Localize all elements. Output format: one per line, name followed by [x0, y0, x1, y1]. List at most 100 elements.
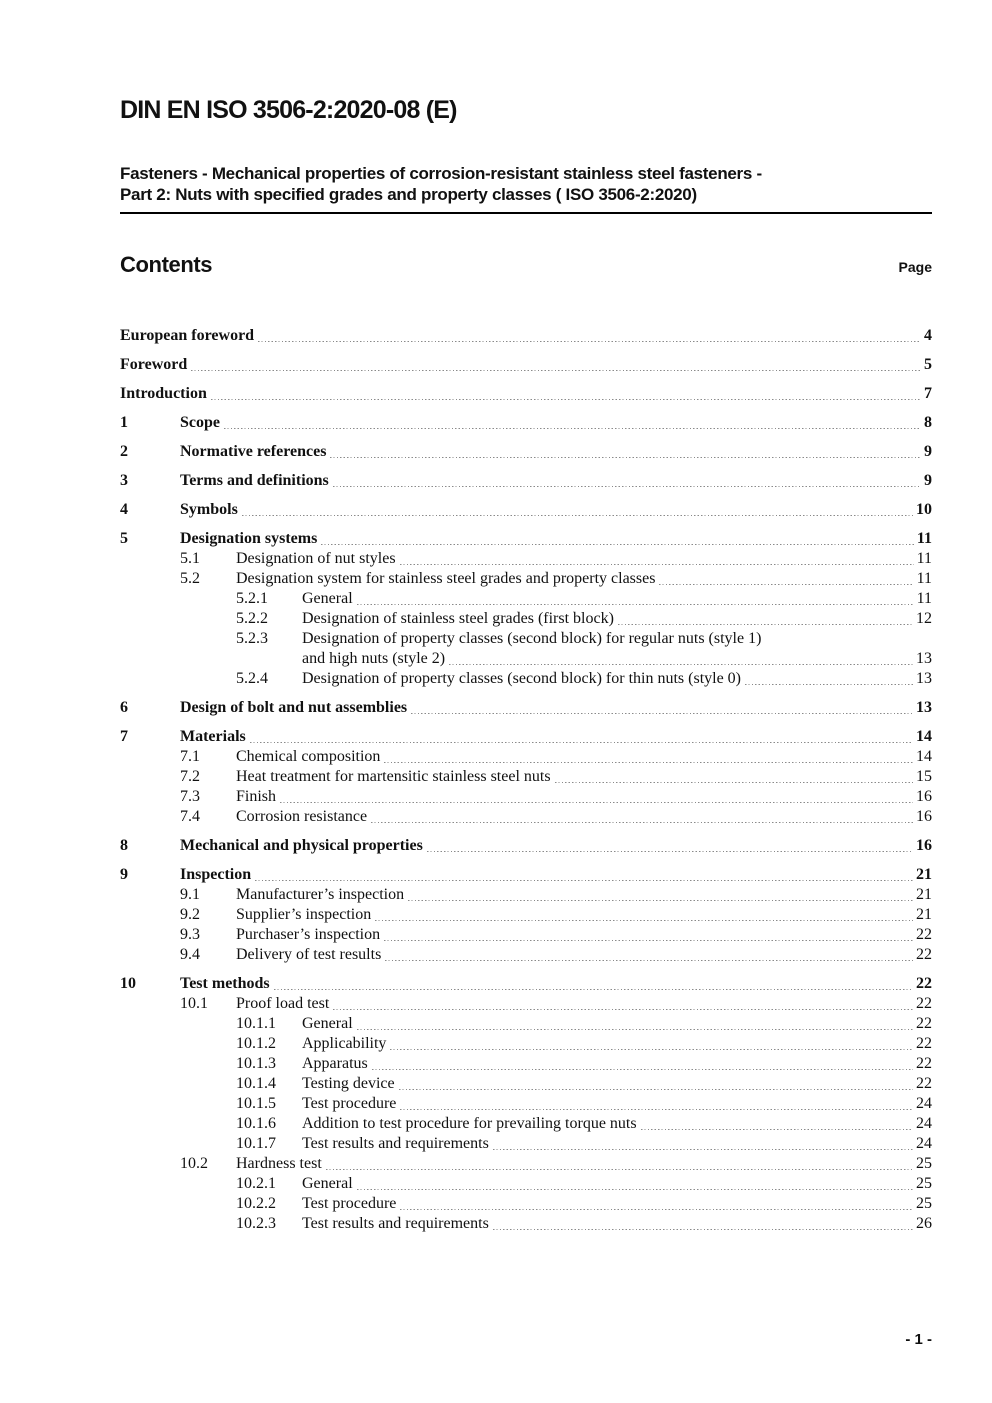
- toc-leader-dots: [492, 1228, 913, 1231]
- toc-entry-title: Heat treatment for martensitic stainless…: [236, 768, 551, 786]
- toc-entry-page: 11: [916, 570, 932, 588]
- toc-entry: European foreword 4: [120, 326, 932, 346]
- document-code-title: DIN EN ISO 3506-2:2020-08 (E): [120, 96, 457, 124]
- toc-entry-number: 10.1.1: [236, 1015, 276, 1033]
- toc-entry-number: 2: [120, 443, 128, 461]
- toc-leader-dots: [400, 1208, 913, 1211]
- toc-entry-title: Mechanical and physical properties: [180, 837, 423, 855]
- toc-entry: 5.2.3 Designation of property classes (se…: [120, 629, 932, 649]
- toc-entry-number: 10.2.1: [236, 1175, 276, 1193]
- toc-entry-number: 6: [120, 699, 128, 717]
- toc-entry: 4 Symbols 10: [120, 500, 932, 520]
- toc-entry: 1 Scope 8: [120, 413, 932, 433]
- toc-entry-title: Purchaser’s inspection: [236, 926, 381, 944]
- toc-leader-dots: [426, 850, 913, 853]
- toc-entry: 10.1.3 Apparatus 22: [120, 1054, 932, 1074]
- toc-entry-page: 22: [916, 995, 932, 1013]
- toc-entry-number: 5.2: [180, 570, 200, 588]
- toc-entry: 10.1.7 Test results and requirements 24: [120, 1134, 932, 1154]
- toc-leader-dots: [384, 761, 913, 764]
- toc-leader-dots: [273, 988, 913, 991]
- toc-entry: Introduction 7: [120, 384, 932, 404]
- toc-entry-title: Designation of stainless steel grades (f…: [302, 610, 614, 628]
- toc-leader-dots: [390, 1048, 913, 1051]
- toc-entry: 5 Designation systems 11: [120, 529, 932, 549]
- toc-entry: 10.2 Hardness test 25: [120, 1154, 932, 1174]
- toc-entry-title: Test procedure: [302, 1195, 397, 1213]
- toc-entry-page: 11: [916, 550, 932, 568]
- toc-entry-number: 10.1.7: [236, 1135, 276, 1153]
- toc-leader-dots: [255, 879, 913, 882]
- toc-leader-dots: [640, 1128, 913, 1131]
- toc-entry-page: 11: [916, 590, 932, 608]
- toc-leader-dots: [280, 801, 913, 804]
- toc-entry-title: Test procedure: [302, 1095, 397, 1113]
- toc-entry-page: 25: [916, 1175, 932, 1193]
- toc-entry: 7.2 Heat treatment for martensitic stainl…: [120, 767, 932, 787]
- toc-entry-page: 5: [924, 356, 932, 374]
- toc-entry-number: 10.2.3: [236, 1215, 276, 1233]
- toc-entry: 9.3 Purchaser’s inspection 22: [120, 925, 932, 945]
- toc-entry-number: 1: [120, 414, 128, 432]
- toc-entry-page: 9: [924, 472, 932, 490]
- toc-entry-page: 7: [924, 385, 932, 403]
- toc-leader-dots: [321, 543, 914, 546]
- toc-entry-page: 16: [916, 837, 932, 855]
- toc-entry: 7 Materials 14: [120, 727, 932, 747]
- toc-entry: 10.1.1 General 22: [120, 1014, 932, 1034]
- toc-leader-dots: [371, 1068, 913, 1071]
- toc-entry-title: Terms and definitions: [180, 472, 329, 490]
- toc-entry-title: Inspection: [180, 866, 252, 884]
- toc-entry-number: 10: [120, 975, 136, 993]
- toc-entry-title: Delivery of test results: [236, 946, 382, 964]
- toc-entry-title: Manufacturer’s inspection: [236, 886, 405, 904]
- toc-leader-dots: [411, 712, 913, 715]
- toc-entry-title: Designation of property classes (second …: [302, 630, 762, 648]
- toc-entry-title: Foreword: [120, 356, 188, 374]
- toc-entry-page: 21: [916, 866, 932, 884]
- toc-entry: 10.2.1 General 25: [120, 1174, 932, 1194]
- toc-entry-page: 15: [916, 768, 932, 786]
- toc-entry-page: 14: [916, 748, 932, 766]
- toc-entry-title: Designation of property classes (second …: [302, 670, 742, 688]
- toc-entry-number: 7: [120, 728, 128, 746]
- toc-entry-page: 22: [916, 1075, 932, 1093]
- toc-entry-page: 26: [916, 1215, 932, 1233]
- toc-leader-dots: [659, 583, 914, 586]
- toc-entry-number: 4: [120, 501, 128, 519]
- toc-entry-title: and high nuts (style 2): [302, 650, 446, 668]
- toc-entry-title: Designation system for stainless steel g…: [236, 570, 656, 588]
- toc-entry: 10.1.6 Addition to test procedure for pre…: [120, 1114, 932, 1134]
- toc-entry-number: 5.2.3: [236, 630, 268, 648]
- toc-entry-page: 14: [916, 728, 932, 746]
- toc-entry-continuation: and high nuts (style 2) 13: [120, 649, 932, 669]
- toc-entry-number: 10.2: [180, 1155, 208, 1173]
- toc-entry-page: 8: [924, 414, 932, 432]
- toc-entry-title: General: [302, 1015, 353, 1033]
- toc-entry: 10.1.2 Applicability 22: [120, 1034, 932, 1054]
- toc-entry-page: 21: [916, 886, 932, 904]
- toc-entry: 10.1.4 Testing device 22: [120, 1074, 932, 1094]
- toc-entry-number: 7.1: [180, 748, 200, 766]
- toc-entry-title: Scope: [180, 414, 220, 432]
- toc-entry-title: Test results and requirements: [302, 1215, 489, 1233]
- toc-entry-title: Finish: [236, 788, 277, 806]
- toc-entry-page: 24: [916, 1095, 932, 1113]
- toc-entry-page: 22: [916, 975, 932, 993]
- toc-leader-dots: [385, 959, 913, 962]
- toc-entry-title: Introduction: [120, 385, 207, 403]
- toc-entry-title: Proof load test: [236, 995, 330, 1013]
- toc-entry: 9 Inspection 21: [120, 865, 932, 885]
- toc-entry-number: 7.2: [180, 768, 200, 786]
- toc-entry-page: 22: [916, 1015, 932, 1033]
- toc-entry: 5.2.2 Designation of stainless steel grad…: [120, 609, 932, 629]
- toc-entry-page: 22: [916, 946, 932, 964]
- document-subtitle-line2: Part 2: Nuts with specified grades and p…: [120, 185, 697, 205]
- toc-entry-number: 8: [120, 837, 128, 855]
- toc-leader-dots: [400, 1108, 913, 1111]
- toc-entry: 2 Normative references 9: [120, 442, 932, 462]
- toc-entry-title: European foreword: [120, 327, 255, 345]
- toc-entry-number: 5: [120, 530, 128, 548]
- toc-entry-page: 13: [916, 650, 932, 668]
- toc-entry: 9.1 Manufacturer’s inspection 21: [120, 885, 932, 905]
